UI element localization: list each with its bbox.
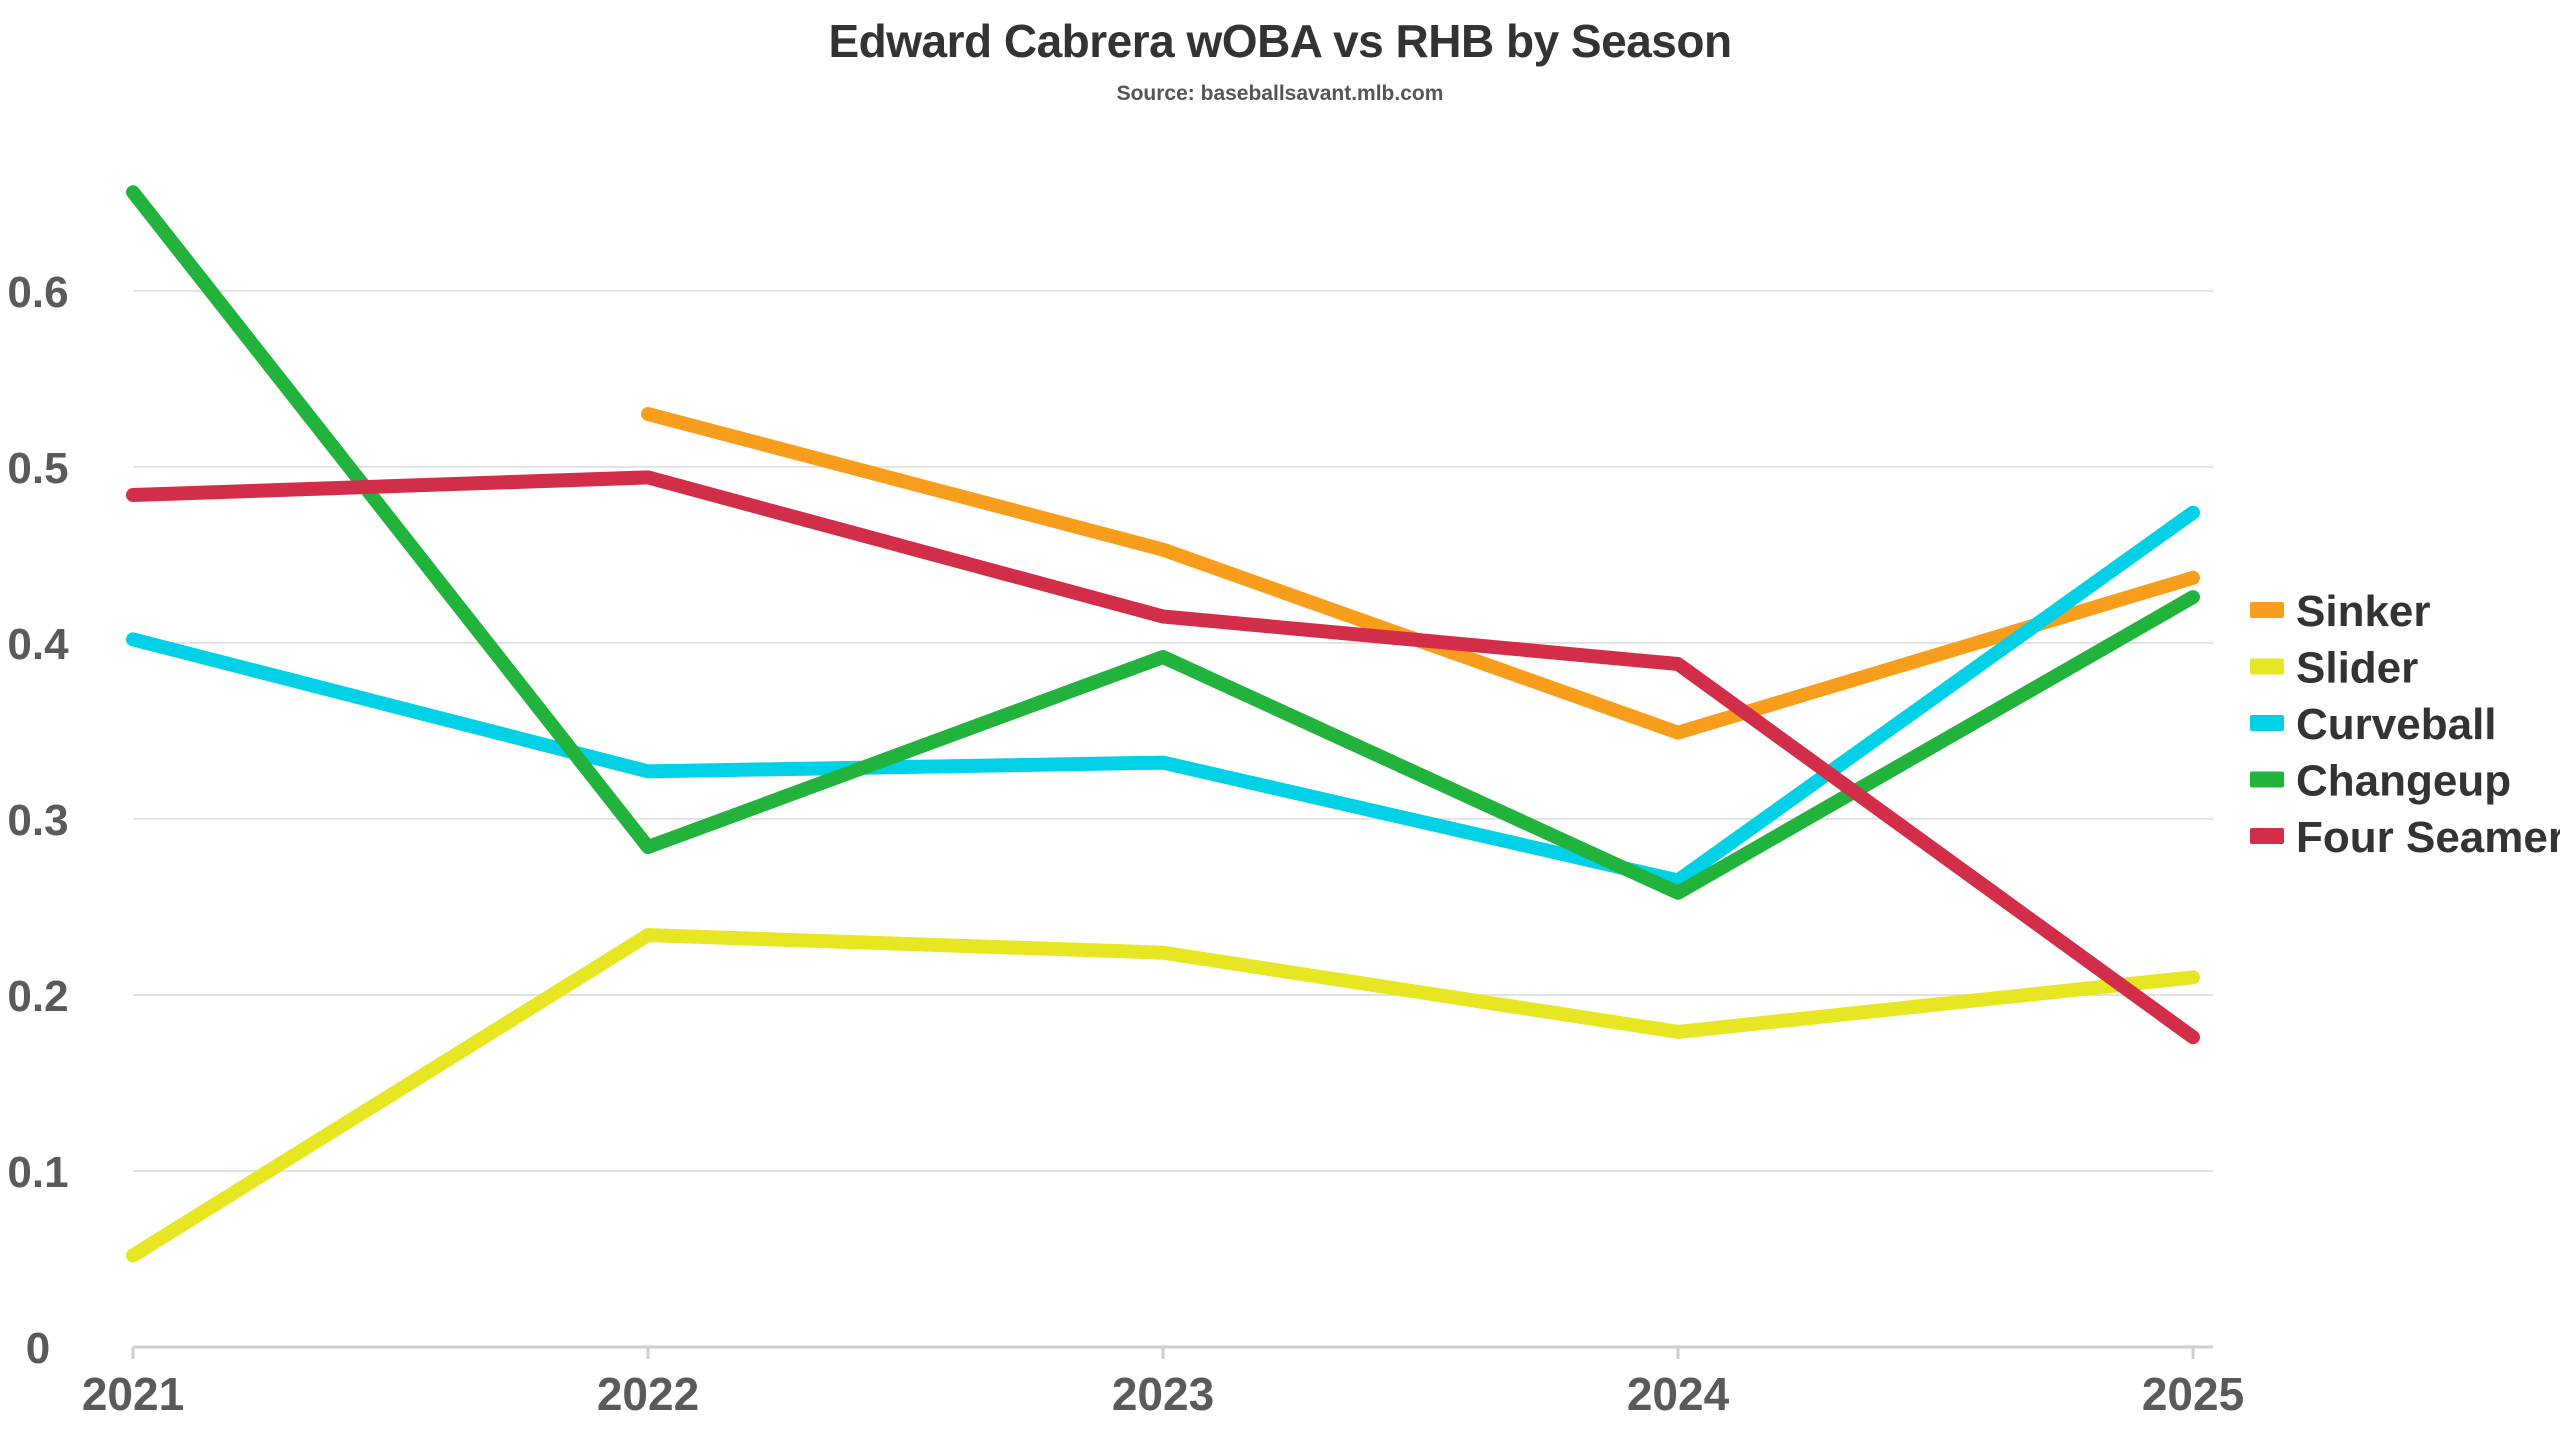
legend: Sinker Slider Curveball Changeup Four Seamer — [2250, 587, 2560, 862]
y-tick-label: 0.5 — [7, 444, 68, 493]
series-line-slider — [126, 928, 2200, 1263]
series-line-four-seamer — [126, 470, 2200, 1045]
x-tick-label: 2025 — [2142, 1368, 2244, 1420]
legend-swatch — [2250, 602, 2284, 618]
legend-swatch — [2250, 658, 2284, 675]
y-tick-label: 0.3 — [7, 796, 68, 845]
legend-label: Four Seamer — [2296, 813, 2560, 862]
x-tick-label: 2022 — [597, 1368, 699, 1420]
axes: 0 0.1 0.2 0.3 0.4 0.5 0.6 2021 2022 2023 2024 2025 — [7, 268, 2244, 1420]
x-tick-label: 2021 — [82, 1368, 184, 1420]
y-tick-label: 0.4 — [7, 620, 69, 669]
x-tick-label: 2023 — [1112, 1368, 1214, 1420]
chart-title: Edward Cabrera wOBA vs RHB by Season — [828, 15, 1732, 67]
legend-label: Slider — [2296, 644, 2418, 693]
y-tick-label: 0 — [26, 1324, 50, 1373]
legend-swatch — [2250, 715, 2284, 731]
legend-swatch — [2250, 771, 2284, 788]
x-tick-label: 2024 — [1627, 1368, 1730, 1420]
y-tick-label: 0.1 — [7, 1148, 68, 1197]
legend-swatch — [2250, 828, 2284, 844]
chart-subtitle: Source: baseballsavant.mlb.com — [1116, 82, 1444, 105]
legend-label: Changeup — [2296, 757, 2511, 806]
series-line-curveball — [126, 505, 2200, 888]
y-tick-label: 0.6 — [7, 268, 68, 317]
grid-lines — [133, 289, 2213, 1172]
series-lines — [126, 185, 2200, 1263]
legend-label: Sinker — [2296, 587, 2431, 636]
y-tick-label: 0.2 — [7, 972, 68, 1021]
legend-label: Curveball — [2296, 700, 2497, 749]
